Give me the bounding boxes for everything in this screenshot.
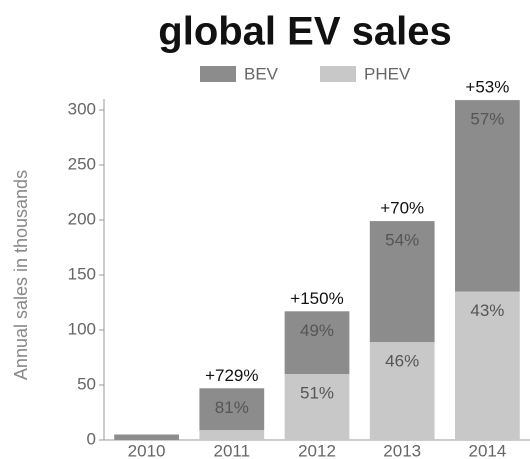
share-label: 49% [300, 321, 334, 340]
bar-segment [455, 291, 520, 440]
share-label: 57% [470, 110, 504, 129]
growth-label: +53% [465, 78, 509, 97]
bar-segment [369, 221, 435, 343]
y-tick-label: 250 [68, 154, 96, 173]
y-tick-label: 0 [87, 429, 96, 448]
x-tick-label: 2014 [468, 441, 506, 459]
share-label: 81% [215, 398, 249, 417]
legend-swatch [320, 66, 356, 82]
legend-label: PHEV [364, 64, 411, 83]
y-tick-label: 150 [68, 264, 96, 283]
legend-label: BEV [244, 64, 279, 83]
bar-segment [455, 100, 520, 292]
y-tick-label: 300 [68, 99, 96, 118]
growth-label: +729% [205, 366, 258, 385]
y-tick-label: 50 [77, 374, 96, 393]
x-tick-label: 2010 [128, 441, 166, 459]
x-tick-label: 2013 [383, 441, 421, 459]
x-tick-label: 2012 [298, 441, 336, 459]
share-label: 43% [470, 301, 504, 320]
x-tick-label: 2011 [214, 441, 251, 459]
growth-label: +70% [380, 199, 424, 218]
chart-title: global EV sales [158, 10, 451, 54]
y-tick-label: 200 [68, 209, 96, 228]
bar-segment [284, 374, 350, 440]
y-axis-label: Annual sales in thousands [11, 170, 31, 380]
bar-segment [284, 311, 350, 374]
growth-label: +150% [290, 289, 343, 308]
bar-segment [199, 430, 265, 440]
bar-segment [114, 434, 179, 440]
share-label: 54% [385, 231, 419, 250]
legend-swatch [200, 66, 236, 82]
share-label: 51% [300, 383, 334, 402]
bar-segment [199, 388, 265, 431]
share-label: 46% [385, 352, 419, 371]
bar-segment [369, 342, 435, 440]
y-tick-label: 100 [68, 319, 96, 338]
